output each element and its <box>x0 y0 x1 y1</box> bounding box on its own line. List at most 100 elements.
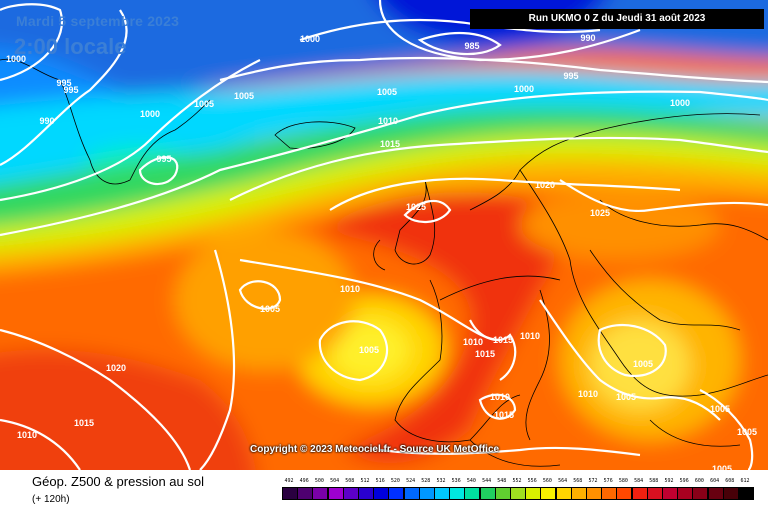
scale-label: 548 <box>497 478 507 484</box>
scale-swatch <box>297 487 314 500</box>
scale-label: 492 <box>284 478 294 484</box>
scale-label: 516 <box>375 478 385 484</box>
isobar-label: 1025 <box>406 202 426 212</box>
scale-label: 532 <box>436 478 446 484</box>
isobar-label: 1020 <box>535 180 555 190</box>
isobar-label: 1015 <box>475 349 495 359</box>
scale-swatch <box>479 487 496 500</box>
scale-label: 552 <box>512 478 522 484</box>
isobar-label: 1000 <box>6 54 26 64</box>
isobar-label: 1015 <box>380 139 400 149</box>
geopotential-color-scale: 492 496 500 504 508 512 516 520 524 528 532 536 540 5… <box>282 478 754 510</box>
isobar-label: 1005 <box>616 392 636 402</box>
scale-label: 504 <box>330 478 340 484</box>
isobar-label: 995 <box>56 78 71 88</box>
scale-label: 544 <box>482 478 492 484</box>
scale-label: 556 <box>527 478 537 484</box>
scale-label: 496 <box>299 478 309 484</box>
scale-label: 500 <box>314 478 324 484</box>
isobar-label: 1025 <box>590 208 610 218</box>
isobar-label: 990 <box>39 116 54 126</box>
isobar-label: 1010 <box>578 389 598 399</box>
isobar-label: 985 <box>464 41 479 51</box>
isobar-label: 1005 <box>633 359 653 369</box>
isobar-label: 1015 <box>494 410 514 420</box>
scale-swatch <box>616 487 633 500</box>
isobar-label: 1005 <box>737 427 757 437</box>
scale-label: 508 <box>345 478 355 484</box>
isobar-label: 1005 <box>712 464 732 470</box>
isobar-label: 1020 <box>106 363 126 373</box>
isobar-label: 1015 <box>493 335 513 345</box>
isobar-label: 1010 <box>17 430 37 440</box>
isobar-label: 1010 <box>463 337 483 347</box>
scale-label: 612 <box>740 478 750 484</box>
map-title: Géop. Z500 & pression au sol <box>32 474 204 489</box>
isobar-label: 1000 <box>300 34 320 44</box>
scale-swatch <box>555 487 572 500</box>
copyright-notice: Copyright © 2023 Meteociel.fr - Source U… <box>250 444 500 455</box>
isobar-labels: 1000 995 995 990 1000 1005 1005 1000 995… <box>6 33 757 470</box>
scale-swatch <box>449 487 466 500</box>
isobar-label: 1005 <box>710 404 730 414</box>
scale-swatch <box>570 487 587 500</box>
scale-swatch <box>342 487 359 500</box>
scale-label: 592 <box>664 478 674 484</box>
scale-swatch <box>282 487 298 500</box>
forecast-date: Mardi 5 septembre 2023 <box>16 13 180 29</box>
scale-swatch <box>403 487 420 500</box>
scale-label: 528 <box>421 478 431 484</box>
scale-swatch <box>646 487 663 500</box>
scale-swatch <box>662 487 678 500</box>
scale-swatch <box>525 487 542 500</box>
scale-swatch <box>692 487 709 500</box>
scale-swatch <box>464 487 481 500</box>
scale-swatch <box>631 487 648 500</box>
scale-label: 512 <box>360 478 370 484</box>
isobar-label: 1005 <box>234 91 254 101</box>
isobar-label: 1000 <box>514 84 534 94</box>
isobar-label: 995 <box>563 71 578 81</box>
forecast-local-time: 2:00 locale <box>14 34 127 59</box>
scale-label: 520 <box>390 478 400 484</box>
isobar-label: 1010 <box>520 331 540 341</box>
scale-label: 596 <box>679 478 689 484</box>
scale-label: 588 <box>649 478 659 484</box>
scale-label: 524 <box>406 478 416 484</box>
isobar-label: 1010 <box>378 116 398 126</box>
isobar-label: 1010 <box>490 392 510 402</box>
scale-swatch <box>358 487 374 500</box>
scale-swatch <box>373 487 390 500</box>
scale-label: 584 <box>634 478 644 484</box>
scale-label: 580 <box>618 478 628 484</box>
scale-swatch <box>738 487 754 500</box>
isobar-label: 995 <box>156 154 171 164</box>
scale-swatch <box>434 487 450 500</box>
scale-label: 568 <box>573 478 583 484</box>
isobar-label: 1005 <box>194 99 214 109</box>
scale-swatch <box>418 487 435 500</box>
pressure-map: 1000 995 995 990 1000 1005 1005 1000 995… <box>0 0 768 470</box>
scale-swatch <box>601 487 618 500</box>
isobar-label: 1015 <box>74 418 94 428</box>
forecast-lead-time: (+ 120h) <box>32 494 70 505</box>
scale-swatch <box>510 487 526 500</box>
scale-label: 560 <box>542 478 552 484</box>
scale-label: 572 <box>588 478 598 484</box>
scale-swatch <box>312 487 329 500</box>
scale-label: 608 <box>725 478 735 484</box>
scale-swatch <box>388 487 405 500</box>
isobar-label: 1000 <box>140 109 160 119</box>
isobars <box>0 0 768 470</box>
scale-swatch <box>677 487 694 500</box>
run-info-banner: Run UKMO 0 Z du Jeudi 31 août 2023 <box>470 9 764 29</box>
scale-label: 564 <box>558 478 568 484</box>
scale-swatch <box>722 487 739 500</box>
coastlines <box>0 58 768 467</box>
scale-label: 540 <box>466 478 476 484</box>
scale-label: 604 <box>710 478 720 484</box>
isobar-label: 990 <box>580 33 595 43</box>
scale-label: 576 <box>603 478 613 484</box>
isobar-label: 1000 <box>670 98 690 108</box>
